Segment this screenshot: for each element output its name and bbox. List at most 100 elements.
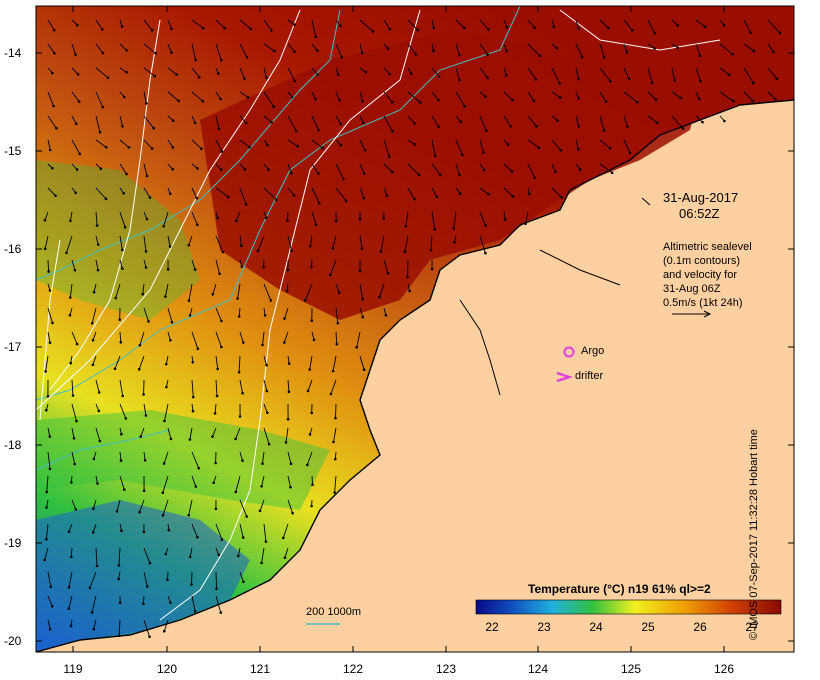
velocity-arrow-head: [698, 54, 702, 58]
velocity-arrow-head: [384, 313, 388, 317]
velocity-arrow-head: [212, 481, 215, 485]
velocity-arrow-head: [192, 395, 195, 399]
velocity-arrow-head: [193, 121, 197, 125]
velocity-arrow-head: [187, 299, 191, 302]
velocity-arrow-head: [117, 577, 120, 581]
velocity-arrow-head: [48, 467, 52, 471]
velocity-arrow: [263, 187, 277, 201]
velocity-arrow: [287, 211, 289, 221]
velocity-arrow-head: [386, 47, 390, 50]
velocity-arrow-head: [287, 390, 291, 394]
velocity-arrow: [143, 547, 151, 564]
velocity-arrow-head: [113, 367, 117, 371]
velocity-arrow: [143, 163, 148, 177]
velocity-arrow-head: [314, 35, 318, 39]
velocity-arrow: [239, 451, 243, 461]
velocity-arrow-head: [165, 385, 168, 389]
velocity-arrow-head: [625, 51, 629, 54]
velocity-arrow-head: [119, 340, 123, 344]
velocity-arrow-head: [218, 272, 221, 276]
velocity-arrow-head: [332, 440, 335, 444]
velocity-arrow: [455, 43, 460, 56]
velocity-arrow-head: [310, 411, 314, 415]
velocity-arrow: [191, 571, 193, 585]
velocity-arrow-head: [333, 491, 336, 494]
lon-label: 126: [713, 662, 735, 676]
velocity-arrow-head: [148, 196, 152, 199]
velocity-arrow-head: [121, 394, 124, 398]
velocity-arrow: [119, 211, 126, 228]
velocity-arrow-head: [317, 172, 320, 175]
velocity-arrow: [239, 235, 242, 246]
velocity-arrow: [479, 139, 484, 153]
velocity-arrow: [257, 235, 265, 251]
velocity-arrow-head: [434, 154, 437, 158]
velocity-arrow-head: [317, 128, 320, 132]
velocity-arrow-head: [580, 55, 584, 59]
velocity-arrow-head: [75, 168, 79, 171]
velocity-arrow: [69, 211, 73, 221]
velocity-arrow-head: [76, 73, 80, 76]
velocity-arrow-head: [50, 604, 54, 608]
velocity-arrow-head: [727, 73, 731, 76]
info-line: Altimetric sealevel: [663, 241, 752, 253]
velocity-arrow-head: [45, 506, 48, 509]
velocity-arrow: [71, 403, 77, 422]
velocity-arrow-head: [486, 76, 489, 79]
velocity-arrow-head: [216, 367, 219, 371]
velocity-arrow-head: [244, 203, 248, 206]
velocity-arrow: [455, 67, 460, 81]
velocity-arrow: [311, 331, 315, 340]
velocity-arrow: [215, 235, 224, 253]
velocity-arrow: [285, 427, 289, 443]
velocity-arrow-head: [69, 219, 72, 222]
velocity-arrow-head: [121, 267, 124, 270]
velocity-arrow-head: [177, 99, 180, 103]
velocity-arrow-head: [293, 23, 296, 27]
velocity-arrow: [359, 163, 365, 174]
velocity-arrow-head: [732, 99, 735, 103]
velocity-arrow-head: [774, 97, 777, 101]
velocity-arrow-head: [164, 295, 167, 298]
velocity-arrow: [139, 499, 145, 513]
velocity-arrow-head: [524, 222, 527, 226]
lat-label: -16: [4, 242, 22, 256]
velocity-arrow-head: [532, 99, 536, 103]
velocity-arrow: [335, 187, 347, 202]
lon-label: 121: [249, 662, 271, 676]
velocity-arrow-head: [723, 119, 726, 123]
velocity-arrow-head: [245, 55, 249, 59]
velocity-arrow-head: [270, 29, 273, 32]
velocity-arrow: [214, 403, 217, 414]
velocity-arrow-head: [338, 98, 341, 102]
velocity-arrow: [263, 403, 268, 413]
velocity-arrow: [287, 43, 295, 52]
velocity-arrow-head: [286, 219, 289, 222]
velocity-arrow-head: [191, 409, 195, 413]
velocity-arrow-head: [577, 27, 580, 30]
velocity-arrow-head: [142, 530, 146, 534]
velocity-arrow-head: [308, 368, 312, 371]
velocity-arrow: [95, 187, 107, 200]
velocity-arrow-head: [289, 462, 293, 466]
velocity-arrow: [599, 91, 607, 102]
velocity-arrow-head: [459, 120, 463, 124]
velocity-arrow-head: [559, 96, 562, 99]
velocity-arrow-head: [193, 610, 197, 613]
velocity-arrow-head: [772, 50, 775, 53]
velocity-arrow-head: [241, 391, 244, 395]
velocity-arrow: [767, 91, 776, 100]
velocity-arrow-head: [125, 49, 128, 52]
velocity-arrow-head: [505, 26, 509, 29]
velocity-arrow: [215, 115, 220, 129]
velocity-arrow-head: [67, 530, 71, 533]
velocity-arrow: [164, 403, 169, 422]
velocity-arrow-head: [528, 192, 531, 196]
velocity-arrow: [237, 547, 241, 556]
velocity-arrow: [47, 331, 51, 343]
velocity-arrow-head: [142, 602, 145, 606]
velocity-arrow-head: [51, 71, 54, 75]
velocity-arrow: [47, 187, 56, 197]
velocity-arrow-head: [73, 268, 77, 272]
green-patch: [36, 410, 330, 510]
